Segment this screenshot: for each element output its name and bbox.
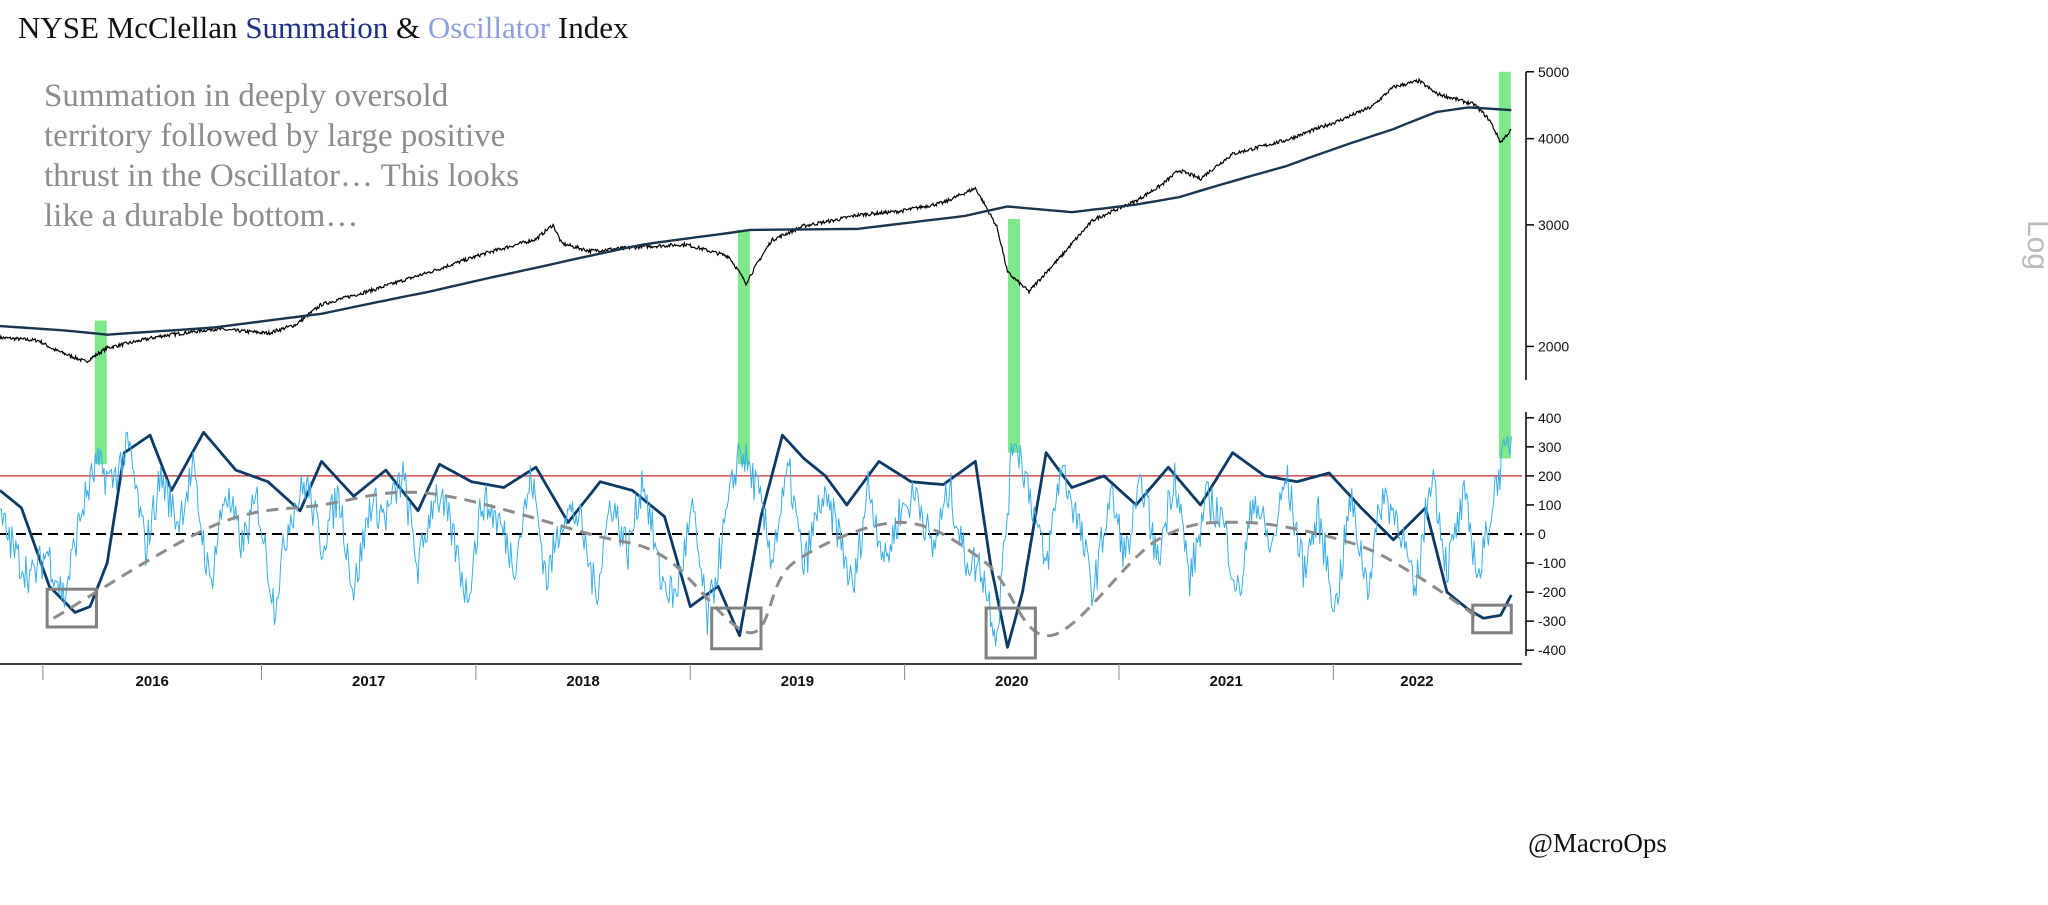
title-oscillator-word: Oscillator <box>427 10 551 45</box>
chart-annotation: Summation in deeply oversold territory f… <box>44 78 520 234</box>
year-tick-label-2019: 2019 <box>781 673 814 690</box>
series-index_ma <box>0 106 1512 336</box>
year-tick-label-2020: 2020 <box>995 673 1028 690</box>
year-tick-label-2022: 2022 <box>1400 673 1433 690</box>
chart-title: NYSE McClellan Summation & Oscillator In… <box>18 10 628 46</box>
highlight-box-2 <box>710 606 763 651</box>
series-oscillator <box>0 431 1512 647</box>
thrust-bars <box>94 71 1511 465</box>
highlight-box-4 <box>1471 603 1513 635</box>
price-tick-label-2000: 2000 <box>1538 338 1569 354</box>
highlight-box-3 <box>984 606 1037 660</box>
oscillator-tick-label-400: 400 <box>1538 410 1562 426</box>
oscillator-tick-label-300: 300 <box>1538 439 1562 455</box>
oscillator-panel <box>0 430 1522 649</box>
thrust-bar-1 <box>94 320 107 465</box>
oscillator-tick-label--200: -200 <box>1538 584 1566 600</box>
oscillator-tick-label-200: 200 <box>1538 468 1562 484</box>
title-suffix: Index <box>550 10 629 45</box>
series-index <box>0 77 1512 364</box>
year-tick-label-2016: 2016 <box>136 673 169 690</box>
title-ampersand: & <box>388 10 428 45</box>
oscillator-tick-label--400: -400 <box>1538 642 1566 658</box>
thrust-bar-2 <box>737 229 750 465</box>
highlight-box-1 <box>45 587 98 629</box>
oscillator-tick-label--100: -100 <box>1538 555 1566 571</box>
axes: 2000 3000 4000 5000 -400 -300 -200 -100 0 100 200 3… <box>0 64 1569 690</box>
oscillator-tick-label--300: -300 <box>1538 613 1566 629</box>
title-part-prefix: NYSE McClellan <box>18 10 246 45</box>
title-summation-word: Summation <box>245 10 389 45</box>
highlight-boxes <box>45 587 1513 660</box>
price-tick-label-5000: 5000 <box>1538 64 1569 80</box>
year-tick-label-2018: 2018 <box>566 673 599 690</box>
year-tick-label-2017: 2017 <box>352 673 385 690</box>
series-cycle_arc <box>52 490 1480 638</box>
year-tick-label-2021: 2021 <box>1209 673 1242 690</box>
watermark: @MacroOps <box>1528 828 1667 858</box>
price-panel <box>0 77 1512 364</box>
series-summation <box>0 430 1513 649</box>
oscillator-tick-label-0: 0 <box>1538 526 1546 542</box>
thrust-bar-4 <box>1498 71 1511 459</box>
log-scale-label: Log <box>2021 220 2048 270</box>
thrust-bar-3 <box>1007 218 1020 453</box>
price-tick-label-4000: 4000 <box>1538 131 1569 147</box>
oscillator-tick-label-100: 100 <box>1538 497 1562 513</box>
price-tick-label-3000: 3000 <box>1538 217 1569 233</box>
